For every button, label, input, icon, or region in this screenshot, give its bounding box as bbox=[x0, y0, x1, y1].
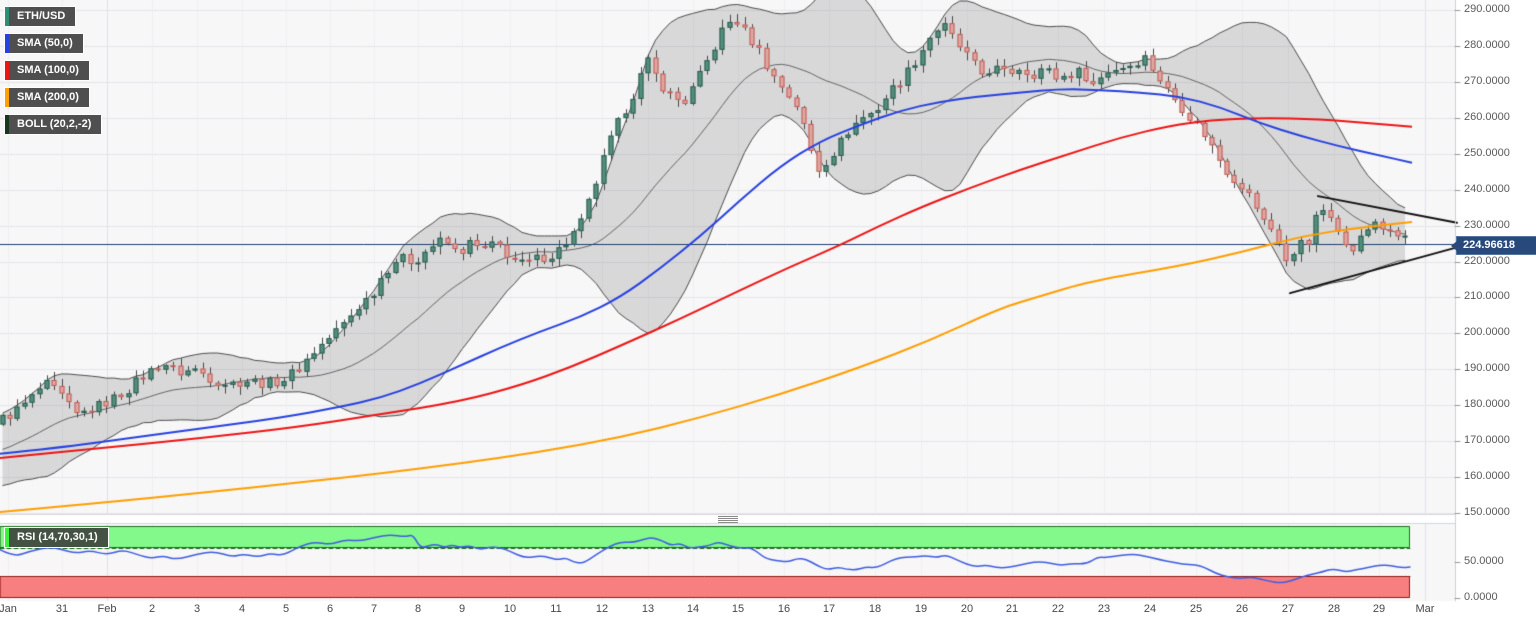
time-axis-label: 8 bbox=[414, 603, 422, 615]
panel-resize-handle[interactable] bbox=[718, 516, 738, 523]
price-axis-label: 230.0000 bbox=[1464, 218, 1510, 231]
price-axis-label: 180.0000 bbox=[1464, 398, 1510, 411]
legend-sma200[interactable]: SMA (200,0) bbox=[4, 87, 90, 108]
time-axis-label: 6 bbox=[326, 603, 334, 615]
time-axis-label: 9 bbox=[458, 603, 466, 615]
current-price-value: 224.96618 bbox=[1463, 239, 1515, 251]
price-axis-label: 250.0000 bbox=[1464, 146, 1510, 159]
legend-sma100[interactable]: SMA (100,0) bbox=[4, 60, 90, 81]
price-axis-label: 210.0000 bbox=[1464, 290, 1510, 303]
indicator-legend: ETH/USD SMA (50,0) SMA (100,0) SMA (200,… bbox=[3, 6, 103, 135]
time-axis-label: 7 bbox=[370, 603, 378, 615]
time-axis-label: 25 bbox=[1189, 603, 1203, 615]
price-axis-label: 270.0000 bbox=[1464, 74, 1510, 87]
time-axis-label: Feb bbox=[97, 603, 117, 615]
price-axis-label: 240.0000 bbox=[1464, 182, 1510, 195]
rsi-axis-label: 50.0000 bbox=[1464, 555, 1504, 567]
price-axis-label: 260.0000 bbox=[1464, 110, 1510, 123]
legend-symbol[interactable]: ETH/USD bbox=[3, 6, 77, 27]
time-axis-label: 31 bbox=[55, 603, 69, 615]
rsi-legend[interactable]: RSI (14,70,30,1) bbox=[4, 527, 109, 548]
time-axis-label: 14 bbox=[686, 603, 700, 615]
price-axis-label: 160.0000 bbox=[1464, 470, 1510, 483]
time-axis-label: 18 bbox=[868, 603, 882, 615]
price-tag-arrow-icon bbox=[1451, 241, 1457, 251]
time-axis-label: 10 bbox=[503, 603, 517, 615]
time-axis-label: 5 bbox=[282, 603, 290, 615]
time-axis-label: 28 bbox=[1327, 603, 1341, 615]
rsi-axis-label: 0.0000 bbox=[1464, 591, 1498, 603]
price-axis-label: 280.0000 bbox=[1464, 38, 1510, 51]
current-price-tag: 224.96618 bbox=[1451, 236, 1536, 255]
time-axis-label: 3 bbox=[193, 603, 201, 615]
time-axis-label: 16 bbox=[777, 603, 791, 615]
price-axis-label: 290.0000 bbox=[1464, 3, 1510, 15]
price-axis-label: 220.0000 bbox=[1464, 254, 1510, 267]
time-axis-label: 23 bbox=[1097, 603, 1111, 615]
time-axis-label: 17 bbox=[822, 603, 836, 615]
legend-sma50[interactable]: SMA (50,0) bbox=[4, 33, 84, 54]
time-axis-label: 22 bbox=[1051, 603, 1065, 615]
time-axis-label: 19 bbox=[914, 603, 928, 615]
time-axis-label: 26 bbox=[1235, 603, 1249, 615]
time-axis-label: 4 bbox=[238, 603, 246, 615]
time-axis-label: Jan bbox=[0, 603, 17, 615]
price-axis-label: 200.0000 bbox=[1464, 326, 1510, 339]
time-axis-label: Mar bbox=[1415, 603, 1435, 615]
price-axis-label: 170.0000 bbox=[1464, 434, 1510, 447]
time-axis-label: 13 bbox=[641, 603, 655, 615]
legend-boll[interactable]: BOLL (20,2,-2) bbox=[3, 114, 103, 135]
time-axis-label: 20 bbox=[960, 603, 974, 615]
price-axis-label: 190.0000 bbox=[1464, 362, 1510, 375]
time-axis-label: 21 bbox=[1005, 603, 1019, 615]
time-axis-label: 11 bbox=[550, 603, 562, 615]
time-axis-label: 12 bbox=[595, 603, 609, 615]
time-axis-label: 24 bbox=[1143, 603, 1157, 615]
time-axis-label: 27 bbox=[1281, 603, 1295, 615]
time-axis-label: 2 bbox=[148, 603, 156, 615]
time-axis-label: 15 bbox=[731, 603, 745, 615]
price-axis-label: 150.0000 bbox=[1464, 506, 1510, 519]
time-axis-label: 29 bbox=[1372, 603, 1386, 615]
